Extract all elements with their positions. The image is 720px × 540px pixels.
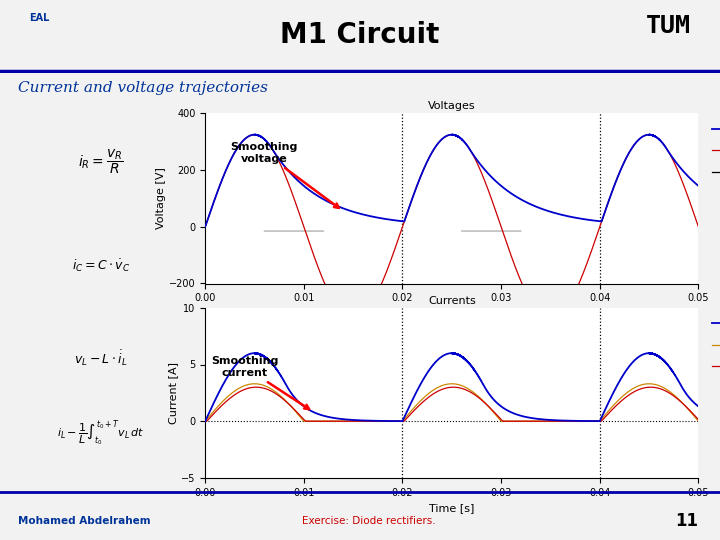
Text: Smoothing
current: Smoothing current [211, 356, 309, 409]
Y-axis label: Voltage [V]: Voltage [V] [156, 167, 166, 230]
Text: $i_R = \dfrac{v_R}{R}$: $i_R = \dfrac{v_R}{R}$ [78, 147, 124, 176]
Legend: $V_{RC}$, $V_R$, $V_{RL}$: $V_{RC}$, $V_R$, $V_{RL}$ [708, 118, 720, 183]
Text: Mohamed Abdelrahem: Mohamed Abdelrahem [18, 516, 150, 526]
X-axis label: Time [s]: Time [s] [429, 503, 474, 513]
Text: EAL: EAL [29, 13, 49, 23]
Text: Smoothing
voltage: Smoothing voltage [230, 142, 339, 208]
Text: TUM: TUM [647, 14, 691, 37]
Title: Voltages: Voltages [428, 101, 476, 111]
Text: Current and voltage trajectories: Current and voltage trajectories [18, 81, 268, 94]
Text: $i_L - \dfrac{1}{L} \int_{t_0}^{t_0+T} v_L\, dt$: $i_L - \dfrac{1}{L} \int_{t_0}^{t_0+T} v… [57, 418, 145, 448]
Text: M1 Circuit: M1 Circuit [280, 21, 440, 49]
Y-axis label: Current [A]: Current [A] [168, 362, 179, 424]
Text: $i_C = C \cdot \dot{v}_C$: $i_C = C \cdot \dot{v}_C$ [71, 257, 130, 274]
Text: $v_L - L \cdot \dot{i}_L$: $v_L - L \cdot \dot{i}_L$ [74, 349, 127, 368]
Text: Exercise: Diode rectifiers.: Exercise: Diode rectifiers. [302, 516, 436, 526]
Title: Currents: Currents [428, 295, 476, 306]
Legend: $I_{RC}$, $I_R$, $I_{RL}$: $I_{RC}$, $I_R$, $I_{RL}$ [708, 313, 720, 377]
Text: 11: 11 [675, 512, 698, 530]
X-axis label: Time [s]: Time [s] [429, 309, 474, 319]
